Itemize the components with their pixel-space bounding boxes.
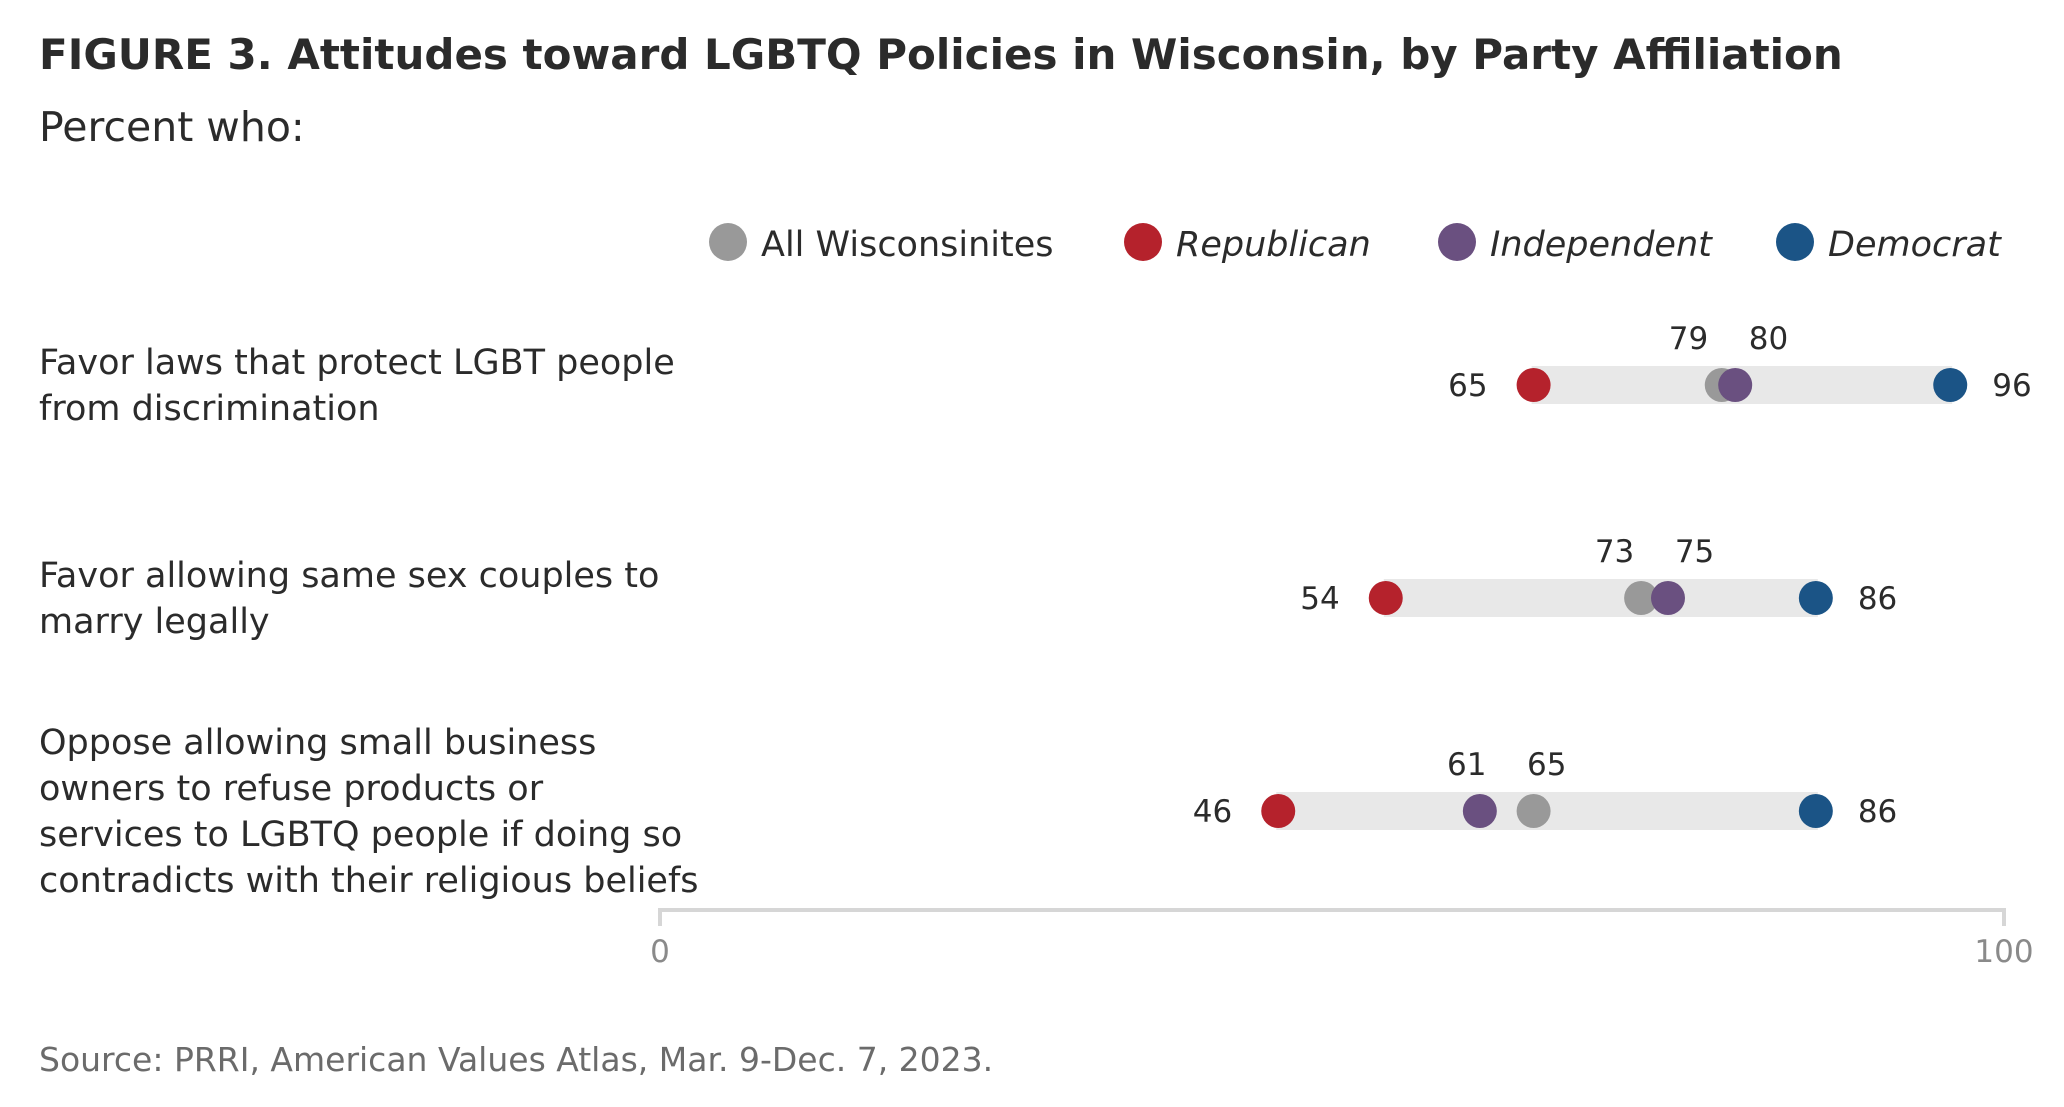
legend-marker-ind [1438,223,1476,261]
dot-republican [1516,368,1551,402]
value-label-all: 79 [1669,321,1708,357]
dot-independent [1462,794,1497,828]
x-tick-label: 0 [650,934,670,970]
plot-rows: 65 96 79 80 54 86 73 75 46 86 61 65 [1193,321,2032,830]
row-label-line: contradicts with their religious beliefs [39,861,699,901]
row-label-3: Oppose allowing small business owners to … [39,723,699,901]
dot-democrat [1933,368,1968,402]
dot-republican [1368,581,1403,615]
row-label-line: Favor allowing same sex couples to [39,556,659,596]
dot-republican [1261,794,1296,828]
row-label-2: Favor allowing same sex couples to marry … [39,556,659,642]
value-label-rep: 46 [1193,794,1232,830]
legend-label-dem: Democrat [1828,225,2002,265]
row-1: 65 96 79 80 [1448,321,2032,404]
value-label-ind: 61 [1447,747,1486,783]
value-label-dem: 86 [1858,794,1897,830]
row-label-1: Favor laws that protect LGBT people from … [39,343,675,429]
dot-independent [1651,581,1685,615]
range-bar [1383,579,1818,617]
row-label-line: services to LGBTQ people if doing so [39,815,682,855]
dot-independent [1718,368,1753,402]
row-label-line: owners to refuse products or [39,769,544,809]
value-label-dem: 96 [1992,368,2031,404]
legend: All Wisconsinites Republican Independent De… [709,223,2002,265]
dot-all-wisconsinites [1624,581,1659,615]
legend-marker-rep [1124,223,1162,261]
value-label-ind: 75 [1675,534,1714,570]
legend-label-rep: Republican [1176,225,1371,265]
chart-title: FIGURE 3. Attitudes toward LGBTQ Policie… [39,30,1843,79]
row-label-line: Oppose allowing small business [39,723,596,763]
row-2: 54 86 73 75 [1300,534,1897,617]
chart-subtitle: Percent who: [39,103,305,151]
value-label-dem: 86 [1858,581,1897,617]
dot-democrat [1798,794,1833,828]
dot-democrat [1798,581,1833,615]
row-label-line: Favor laws that protect LGBT people [39,343,675,383]
value-label-ind: 80 [1749,321,1788,357]
legend-label-all: All Wisconsinites [761,225,1054,265]
legend-label-ind: Independent [1490,225,1713,265]
x-tick-label: 100 [1974,934,2033,970]
source-note: Source: PRRI, American Values Atlas, Mar… [39,1040,994,1079]
row-labels: Favor laws that protect LGBT people from … [39,343,699,901]
legend-marker-all [709,223,747,261]
legend-marker-dem [1776,223,1814,261]
x-axis: 0 100 [650,908,2034,970]
value-label-rep: 65 [1448,368,1487,404]
row-label-line: from discrimination [39,389,380,429]
value-label-all: 65 [1527,747,1566,783]
dot-all-wisconsinites [1516,794,1551,828]
value-label-rep: 54 [1300,581,1339,617]
row-label-line: marry legally [39,602,270,642]
row-3: 46 86 61 65 [1193,747,1897,830]
value-label-all: 73 [1595,534,1634,570]
